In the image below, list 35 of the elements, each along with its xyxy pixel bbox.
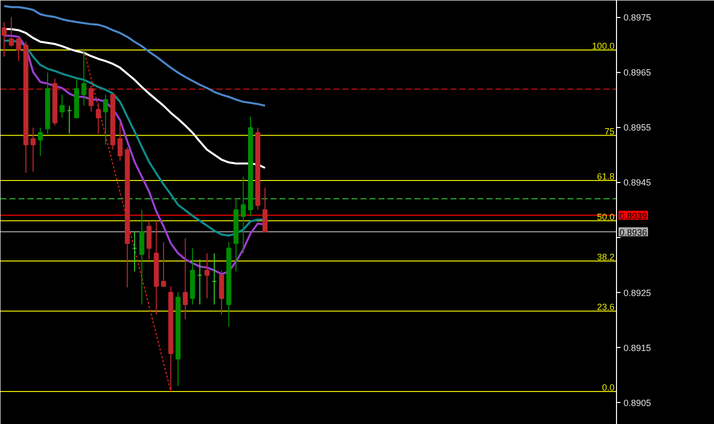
candlestick	[161, 242, 166, 287]
candlestick	[182, 238, 188, 320]
annotation: 38.2	[596, 252, 615, 262]
y-tick-label: 0.8915	[624, 342, 652, 353]
candlestick	[81, 50, 86, 106]
y-tick-label: 0.8925	[624, 288, 652, 298]
y-tick-label: 0.8905	[624, 398, 652, 408]
y-tick-label: 0.8965	[624, 68, 652, 78]
candlestick	[2, 21, 7, 58]
annotation: 61.8	[596, 172, 615, 182]
annotation: 75	[604, 126, 615, 136]
candlestick	[96, 102, 101, 134]
ref-line-label: 0.8936	[620, 227, 648, 238]
candlestick	[30, 127, 36, 172]
line-series	[3, 5, 266, 107]
ref-line-label: 0.8939	[620, 210, 648, 221]
candlestick	[262, 187, 268, 233]
candlestick	[60, 94, 65, 118]
annotation: 100.0	[592, 41, 615, 52]
candlestick	[103, 94, 108, 146]
candlestick	[8, 16, 14, 48]
candlestick	[219, 270, 224, 315]
candlestick	[146, 220, 152, 260]
y-tick-label: 0.8975	[624, 12, 652, 23]
candlestick	[16, 36, 22, 62]
candlestick	[240, 176, 246, 254]
candlestick	[118, 122, 123, 162]
candlestick	[139, 209, 144, 305]
y-tick-label: 0.8945	[624, 178, 652, 188]
annotation: 0.0	[602, 382, 615, 392]
candlestick	[38, 127, 43, 156]
candlestick	[88, 85, 94, 112]
y-tick-label: 0.8955	[624, 122, 652, 133]
annotation: 23.6	[596, 302, 615, 312]
candlestick	[204, 252, 210, 299]
